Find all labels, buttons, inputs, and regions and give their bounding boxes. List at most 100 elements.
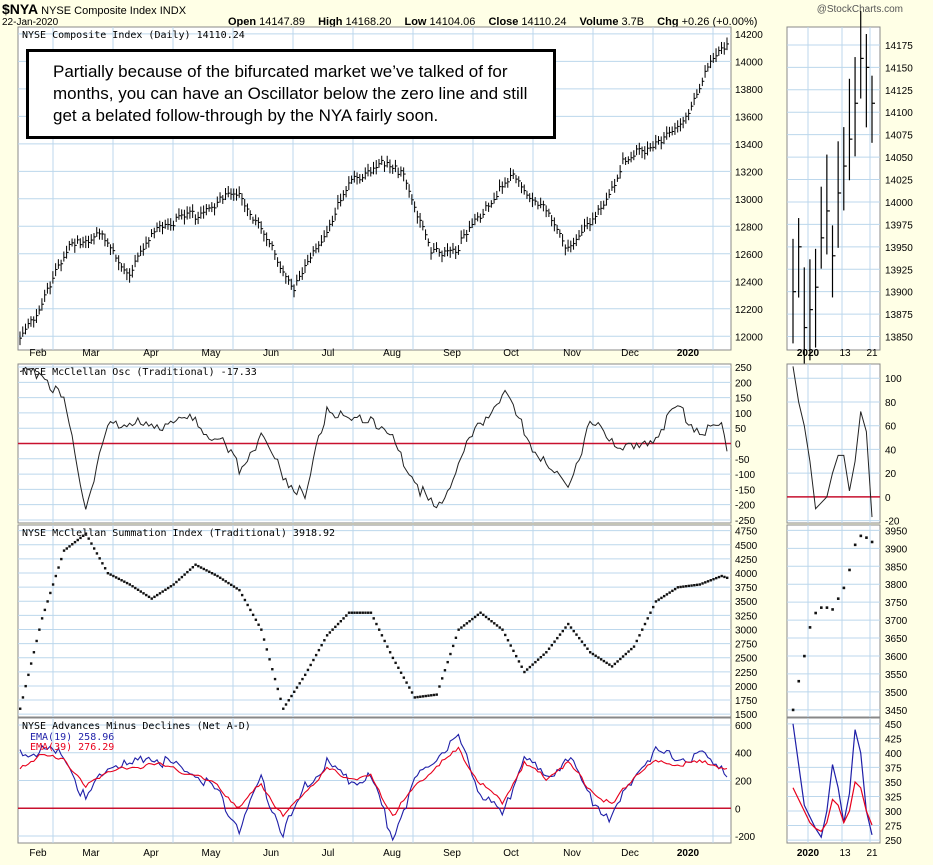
inset-0-y-tick: 14000 bbox=[885, 198, 913, 209]
summation-point bbox=[51, 583, 55, 586]
summation-point bbox=[213, 573, 216, 576]
panel-0-y-tick: 13400 bbox=[735, 140, 763, 151]
inset-2-y-tick: 3950 bbox=[885, 526, 908, 537]
summation-point bbox=[671, 589, 674, 593]
summation-point bbox=[652, 605, 655, 609]
summation-point bbox=[580, 640, 584, 643]
inset-0-y-tick: 14125 bbox=[885, 86, 913, 97]
summation-point bbox=[262, 638, 266, 641]
inset-0-y-tick: 13925 bbox=[885, 265, 913, 276]
summation-point bbox=[487, 617, 490, 621]
panel-1-y-tick: -150 bbox=[735, 485, 755, 496]
summation-point bbox=[65, 547, 68, 550]
summation-point bbox=[597, 656, 600, 659]
summation-point bbox=[114, 576, 118, 579]
summation-point bbox=[441, 677, 444, 680]
panel-0-y-tick: 13600 bbox=[735, 112, 763, 123]
panel-3-y-tick: -200 bbox=[735, 832, 755, 843]
summation-point bbox=[476, 613, 480, 617]
exchange: INDX bbox=[159, 5, 187, 17]
inset-summation-point bbox=[831, 608, 834, 611]
inset-2-y-tick: 3750 bbox=[885, 598, 908, 609]
summation-point bbox=[136, 588, 140, 591]
summation-point bbox=[40, 617, 44, 620]
panel-1-y-tick: 150 bbox=[735, 394, 752, 405]
panel-2-y-tick: 3250 bbox=[735, 611, 758, 622]
inset-2-y-tick: 3450 bbox=[885, 706, 908, 717]
summation-point bbox=[616, 660, 619, 663]
summation-point bbox=[232, 585, 236, 588]
summation-point bbox=[142, 592, 145, 595]
panel-0-y-tick: 12600 bbox=[735, 250, 763, 261]
summation-point bbox=[372, 617, 375, 620]
summation-point bbox=[109, 573, 112, 576]
summation-point bbox=[303, 673, 307, 677]
summation-point bbox=[188, 568, 192, 571]
inset-1-y-tick: 20 bbox=[885, 469, 897, 480]
summation-point bbox=[62, 549, 66, 552]
summation-point bbox=[517, 660, 521, 663]
summation-point bbox=[158, 592, 162, 595]
summation-point bbox=[660, 596, 663, 600]
summation-point bbox=[367, 611, 370, 614]
inset-0-y-tick: 13850 bbox=[885, 333, 913, 344]
summation-point bbox=[594, 654, 597, 657]
summation-point bbox=[479, 611, 482, 614]
summation-point bbox=[219, 576, 222, 579]
panel-0-title: NYSE Composite Index (Daily) 14110.24 bbox=[22, 30, 245, 41]
summation-point bbox=[717, 575, 721, 579]
month-label: 2020 bbox=[677, 848, 700, 859]
summation-point bbox=[202, 567, 206, 571]
month-label: Jul bbox=[322, 348, 335, 359]
summation-point bbox=[293, 690, 296, 693]
panel-0-y-tick: 12200 bbox=[735, 305, 763, 316]
summation-point bbox=[301, 677, 304, 681]
inset-0-y-tick: 13975 bbox=[885, 220, 913, 231]
panel-2-frame bbox=[17, 524, 732, 718]
summation-point bbox=[413, 696, 417, 699]
summation-point bbox=[208, 570, 211, 573]
summation-point bbox=[704, 581, 707, 584]
summation-point bbox=[643, 622, 647, 626]
summation-point bbox=[673, 587, 677, 591]
summation-point bbox=[43, 608, 47, 612]
inset-summation-point bbox=[808, 626, 812, 629]
inset-date-label: 2020 bbox=[797, 848, 820, 859]
inset-summation-point bbox=[836, 597, 840, 600]
summation-point bbox=[391, 656, 395, 660]
month-label: Mar bbox=[82, 848, 100, 859]
summation-point bbox=[227, 581, 230, 585]
volume-value: 3.7B bbox=[621, 16, 645, 28]
summation-point bbox=[468, 620, 471, 623]
summation-point bbox=[586, 647, 589, 650]
panel-1-y-tick: -200 bbox=[735, 501, 755, 512]
summation-point bbox=[314, 653, 318, 657]
panel-1-y-tick: 100 bbox=[735, 409, 752, 420]
summation-point bbox=[221, 578, 225, 581]
summation-point bbox=[240, 593, 244, 597]
panel-2-y-tick: 2750 bbox=[735, 640, 758, 651]
summation-point bbox=[528, 665, 532, 669]
annotation-callout: Partially because of the bifurcated mark… bbox=[26, 49, 556, 139]
summation-point bbox=[462, 624, 466, 627]
summation-point bbox=[501, 628, 504, 631]
summation-point bbox=[224, 580, 227, 583]
summation-point bbox=[46, 600, 49, 603]
summation-point bbox=[632, 645, 636, 648]
month-label: Mar bbox=[82, 348, 100, 359]
panel-2-y-tick: 2000 bbox=[735, 682, 758, 693]
summation-point bbox=[726, 576, 729, 580]
summation-point bbox=[588, 651, 592, 654]
summation-point bbox=[271, 668, 274, 671]
summation-point bbox=[523, 670, 526, 674]
inset-2-y-tick: 3500 bbox=[885, 688, 908, 699]
inset-0-frame bbox=[786, 26, 881, 351]
summation-point bbox=[199, 566, 203, 569]
low-value: 14104.06 bbox=[429, 16, 476, 28]
summation-point bbox=[180, 575, 184, 579]
inset-date-label: 13 bbox=[839, 348, 851, 359]
inset-0-y-tick: 14150 bbox=[885, 63, 913, 74]
panel-0-y-tick: 13800 bbox=[735, 85, 763, 96]
summation-point bbox=[145, 593, 148, 597]
summation-point bbox=[57, 566, 60, 569]
